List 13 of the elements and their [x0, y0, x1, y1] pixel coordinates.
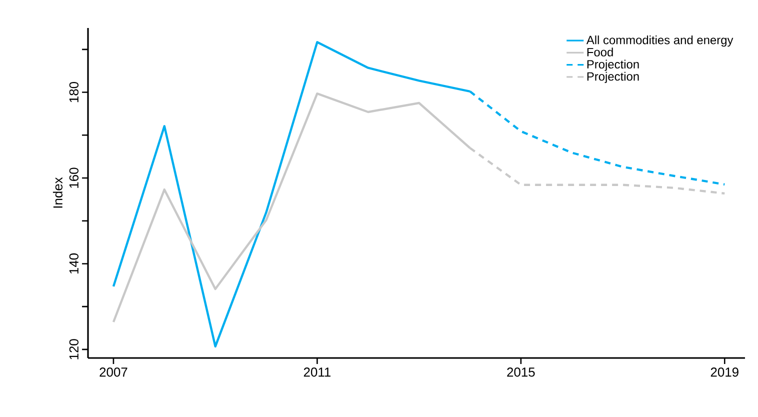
x-tick-label: 2015 — [507, 368, 535, 377]
legend-label: Projection — [587, 60, 639, 71]
y-tick-label: 120 — [69, 339, 78, 360]
y-tick-label: 140 — [69, 253, 78, 274]
y-axis-title: Index — [52, 177, 62, 208]
x-tick-label: 2019 — [710, 368, 738, 377]
y-tick-label: 180 — [69, 82, 78, 102]
x-tick-label: 2007 — [100, 368, 128, 377]
x-tick-label: 2011 — [304, 368, 330, 377]
legend-label: Food — [587, 48, 613, 56]
y-tick-label: 160 — [69, 168, 78, 188]
legend-label: Projection — [587, 72, 639, 84]
legend-label: All commodities and energy — [586, 35, 734, 47]
